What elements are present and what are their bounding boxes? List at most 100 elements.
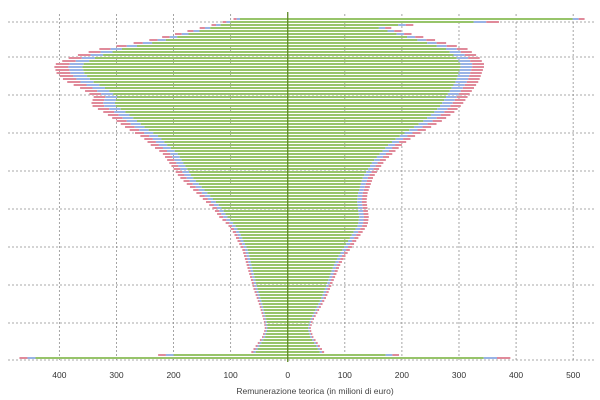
bar-76-left-outer bbox=[240, 246, 244, 248]
bar-12-right-inner bbox=[287, 54, 454, 56]
bar-64-right-inner bbox=[287, 210, 359, 212]
bar-106-left-inner bbox=[265, 336, 288, 338]
bar-3-right-outer bbox=[385, 27, 392, 29]
bar-89-right-outer bbox=[328, 285, 332, 287]
bar-54-left-inner bbox=[196, 180, 288, 182]
bar-63-left-outer bbox=[212, 207, 217, 209]
bar-51-left-middle bbox=[182, 171, 190, 173]
bar-4-right-middle bbox=[387, 30, 395, 32]
bar-61-left-outer bbox=[206, 201, 211, 203]
bar-8-right-middle bbox=[427, 42, 437, 44]
bar-97-left-middle bbox=[262, 309, 264, 311]
bar-78-right-middle bbox=[340, 252, 345, 254]
bar-24-left-inner bbox=[109, 90, 288, 92]
bar-42-right-middle bbox=[388, 144, 396, 146]
bar-28-left-middle bbox=[103, 102, 116, 104]
bar-49-right-middle bbox=[369, 165, 376, 167]
bar-92-right-middle bbox=[322, 294, 326, 296]
bar-47-left-middle bbox=[174, 159, 182, 161]
bar-78-left-middle bbox=[245, 252, 249, 254]
bar-72-right-outer bbox=[356, 234, 361, 236]
bar-55-right-inner bbox=[287, 183, 361, 185]
bar-101-right-outer bbox=[311, 321, 313, 323]
bar-62-right-inner bbox=[287, 204, 358, 206]
bar-105-right-middle bbox=[309, 333, 311, 335]
bar-2-left-outer bbox=[211, 24, 217, 26]
bar-48-left-outer bbox=[169, 162, 177, 164]
bar-15-left-outer bbox=[55, 63, 70, 65]
bar-54-right-outer bbox=[366, 180, 372, 182]
bar-23-right-outer bbox=[462, 87, 474, 89]
bar-34-left-outer bbox=[116, 120, 127, 122]
bar-93-right-middle bbox=[321, 297, 324, 299]
bar-87-right-outer bbox=[331, 279, 334, 281]
bar-105-right-inner bbox=[287, 333, 310, 335]
bar-107-left-outer bbox=[259, 339, 262, 341]
bar-7-right-inner bbox=[287, 39, 418, 41]
bar-98-left-middle bbox=[263, 312, 265, 314]
bar-70-right-inner bbox=[287, 228, 356, 230]
bar-50-right-inner bbox=[287, 168, 369, 170]
bar-82-left-inner bbox=[251, 264, 288, 266]
bar-100-left-inner bbox=[266, 318, 288, 320]
bar-74-right-inner bbox=[287, 240, 349, 242]
bar-77-left-inner bbox=[247, 249, 288, 251]
bar-86-left-outer bbox=[250, 276, 253, 278]
bar-34-left-inner bbox=[137, 120, 288, 122]
bar-22-right-outer bbox=[464, 84, 477, 86]
bar-3-left-inner bbox=[210, 27, 288, 29]
bar-48-left-middle bbox=[176, 162, 184, 164]
bar-15-right-outer bbox=[472, 63, 484, 65]
bar-100-right-middle bbox=[310, 318, 313, 320]
bar-79-left-inner bbox=[249, 255, 288, 257]
bar-87-left-middle bbox=[253, 279, 256, 281]
bar-86-right-middle bbox=[329, 276, 333, 278]
bar-83-right-middle bbox=[332, 267, 336, 269]
bar-55-left-middle bbox=[192, 183, 199, 185]
bar-35-left-inner bbox=[140, 123, 288, 125]
bar-11-left-outer bbox=[88, 51, 101, 53]
bar-46-left-middle bbox=[172, 156, 180, 158]
bar-42-right-inner bbox=[287, 144, 389, 146]
bar-13-left-inner bbox=[94, 57, 288, 59]
bar-23-left-inner bbox=[104, 87, 288, 89]
bar-1-right-outer bbox=[486, 21, 499, 23]
bar-39-right-middle bbox=[399, 135, 408, 137]
bar-69-right-middle bbox=[357, 225, 363, 227]
bar-112-right-middle bbox=[385, 354, 393, 356]
bar-32-left-middle bbox=[118, 114, 130, 116]
bar-33-left-outer bbox=[112, 117, 123, 119]
bar-97-left-outer bbox=[260, 309, 263, 311]
bar-1-left-middle bbox=[226, 21, 231, 23]
bar-101-right-inner bbox=[287, 321, 310, 323]
bar-55-right-outer bbox=[365, 183, 371, 185]
bar-29-right-outer bbox=[450, 105, 461, 107]
bar-35-left-middle bbox=[130, 123, 141, 125]
bar-49-left-inner bbox=[185, 165, 288, 167]
bar-92-right-inner bbox=[287, 294, 323, 296]
bar-72-right-middle bbox=[351, 234, 357, 236]
bar-56-right-middle bbox=[359, 186, 365, 188]
bar-28-right-middle bbox=[442, 102, 453, 104]
bar-85-left-inner bbox=[253, 273, 288, 275]
bar-59-left-outer bbox=[199, 195, 205, 197]
bar-26-left-outer bbox=[93, 96, 106, 98]
bar-0-right-outer bbox=[578, 18, 585, 20]
bar-69-left-inner bbox=[235, 225, 288, 227]
bar-53-left-middle bbox=[186, 177, 194, 179]
bar-71-left-middle bbox=[236, 231, 240, 233]
bar-34-right-middle bbox=[423, 120, 433, 122]
bar-36-right-outer bbox=[422, 126, 432, 128]
bar-108-left-middle bbox=[259, 342, 262, 344]
bar-83-right-outer bbox=[335, 267, 339, 269]
bar-27-left-middle bbox=[104, 99, 116, 101]
bar-85-right-middle bbox=[330, 273, 334, 275]
bar-80-right-inner bbox=[287, 258, 337, 260]
bar-77-right-inner bbox=[287, 249, 343, 251]
bar-99-right-outer bbox=[314, 315, 316, 317]
bar-86-right-outer bbox=[332, 276, 336, 278]
bar-44-left-inner bbox=[174, 150, 288, 152]
bar-98-right-outer bbox=[315, 312, 318, 314]
bar-62-left-inner bbox=[218, 204, 288, 206]
